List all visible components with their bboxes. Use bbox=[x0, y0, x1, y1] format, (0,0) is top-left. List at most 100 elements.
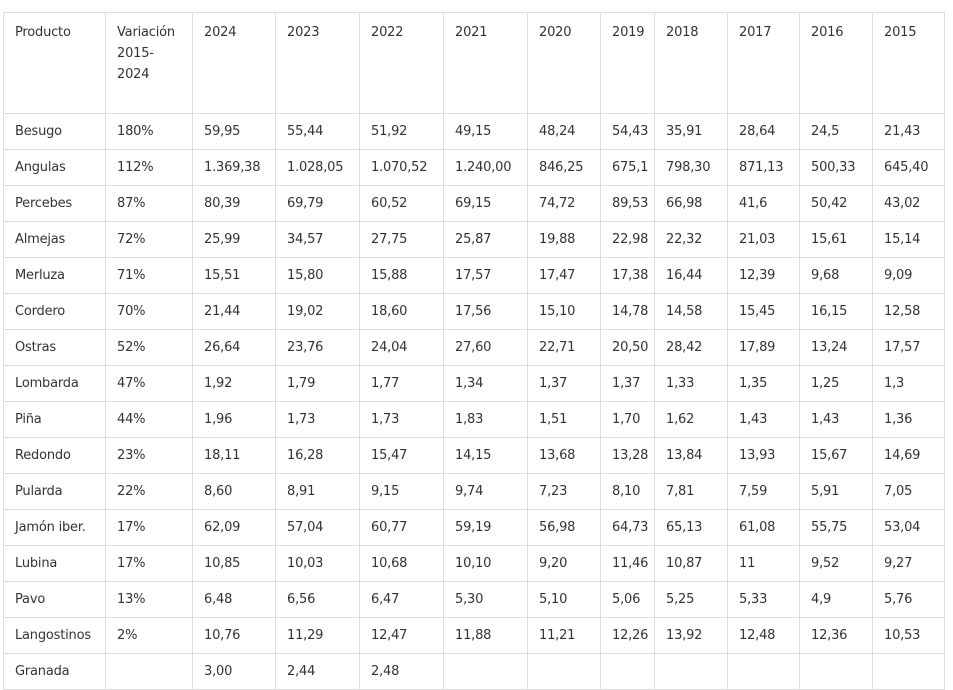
table-row: Jamón iber. 17% 62,09 57,04 60,77 59,19 56,98 6… bbox=[3, 509, 945, 546]
price-cell: 10,03 bbox=[275, 545, 360, 582]
price-cell: 17,57 bbox=[872, 329, 945, 366]
price-cell: 16,15 bbox=[799, 293, 873, 330]
price-cell: 66,98 bbox=[654, 185, 728, 222]
column-header: 2021 bbox=[443, 12, 528, 114]
column-header: 2015 bbox=[872, 12, 945, 114]
column-header-variation: Variación 2015- 2024 bbox=[105, 12, 193, 114]
price-cell: 1,33 bbox=[654, 365, 728, 402]
variation-cell: 71% bbox=[105, 257, 193, 294]
product-name-cell: Granada bbox=[3, 653, 106, 690]
price-cell: 1,96 bbox=[192, 401, 276, 438]
price-cell: 56,98 bbox=[527, 509, 601, 546]
price-cell: 9,68 bbox=[799, 257, 873, 294]
price-cell: 7,59 bbox=[727, 473, 800, 510]
price-cell: 51,92 bbox=[359, 113, 444, 150]
price-cell: 10,53 bbox=[872, 617, 945, 654]
price-cell: 9,09 bbox=[872, 257, 945, 294]
price-cell: 15,45 bbox=[727, 293, 800, 330]
table-row: Merluza 71% 15,51 15,80 15,88 17,57 17,47 17,38… bbox=[3, 257, 945, 294]
price-cell: 11,46 bbox=[600, 545, 655, 582]
price-cell: 48,24 bbox=[527, 113, 601, 150]
variation-cell: 17% bbox=[105, 509, 193, 546]
price-cell: 1,34 bbox=[443, 365, 528, 402]
price-cell: 1,37 bbox=[527, 365, 601, 402]
price-cell: 15,14 bbox=[872, 221, 945, 258]
price-cell: 12,39 bbox=[727, 257, 800, 294]
column-header: 2017 bbox=[727, 12, 800, 114]
price-cell bbox=[654, 653, 728, 690]
price-cell: 7,23 bbox=[527, 473, 601, 510]
variation-cell: 13% bbox=[105, 581, 193, 618]
price-cell: 25,99 bbox=[192, 221, 276, 258]
price-cell: 53,04 bbox=[872, 509, 945, 546]
table-row: Granada 3,00 2,44 2,48 bbox=[3, 653, 945, 690]
price-cell: 5,33 bbox=[727, 581, 800, 618]
product-name-cell: Pularda bbox=[3, 473, 106, 510]
price-cell: 22,98 bbox=[600, 221, 655, 258]
price-cell: 17,38 bbox=[600, 257, 655, 294]
price-cell: 1,36 bbox=[872, 401, 945, 438]
price-cell: 13,93 bbox=[727, 437, 800, 474]
variation-cell: 180% bbox=[105, 113, 193, 150]
price-cell: 22,32 bbox=[654, 221, 728, 258]
column-header: Producto bbox=[3, 12, 106, 114]
price-cell: 17,57 bbox=[443, 257, 528, 294]
column-header: 2016 bbox=[799, 12, 873, 114]
price-cell: 12,36 bbox=[799, 617, 873, 654]
price-cell: 1,37 bbox=[600, 365, 655, 402]
price-cell: 89,53 bbox=[600, 185, 655, 222]
price-cell: 22,71 bbox=[527, 329, 601, 366]
variation-cell: 23% bbox=[105, 437, 193, 474]
price-cell: 1.070,52 bbox=[359, 149, 444, 186]
table-body: Besugo 180% 59,95 55,44 51,92 49,15 48,24 54,43… bbox=[3, 113, 945, 690]
variation-cell: 72% bbox=[105, 221, 193, 258]
column-header: 2024 bbox=[192, 12, 276, 114]
column-header: 2020 bbox=[527, 12, 601, 114]
price-cell bbox=[527, 653, 601, 690]
table-row: Cordero 70% 21,44 19,02 18,60 17,56 15,10 14,78… bbox=[3, 293, 945, 330]
price-cell: 1,43 bbox=[799, 401, 873, 438]
price-cell: 14,78 bbox=[600, 293, 655, 330]
price-cell: 26,64 bbox=[192, 329, 276, 366]
price-cell: 12,48 bbox=[727, 617, 800, 654]
price-cell bbox=[443, 653, 528, 690]
price-cell: 5,30 bbox=[443, 581, 528, 618]
price-cell: 13,28 bbox=[600, 437, 655, 474]
price-cell: 19,88 bbox=[527, 221, 601, 258]
price-cell: 15,80 bbox=[275, 257, 360, 294]
price-cell: 675,1 bbox=[600, 149, 655, 186]
price-cell: 69,79 bbox=[275, 185, 360, 222]
price-cell: 14,58 bbox=[654, 293, 728, 330]
price-cell: 15,47 bbox=[359, 437, 444, 474]
price-cell: 1,77 bbox=[359, 365, 444, 402]
product-name-cell: Merluza bbox=[3, 257, 106, 294]
price-cell: 13,92 bbox=[654, 617, 728, 654]
price-cell: 8,60 bbox=[192, 473, 276, 510]
product-name-cell: Percebes bbox=[3, 185, 106, 222]
price-cell: 69,15 bbox=[443, 185, 528, 222]
price-cell: 1,70 bbox=[600, 401, 655, 438]
product-name-cell: Jamón iber. bbox=[3, 509, 106, 546]
price-cell: 1,73 bbox=[359, 401, 444, 438]
price-cell: 7,05 bbox=[872, 473, 945, 510]
table-row: Lubina 17% 10,85 10,03 10,68 10,10 9,20 11,46 10… bbox=[3, 545, 945, 582]
price-cell: 21,43 bbox=[872, 113, 945, 150]
price-cell: 12,58 bbox=[872, 293, 945, 330]
price-table: Producto Variación 2015- 2024 2024 2023 … bbox=[3, 12, 945, 690]
variation-cell: 87% bbox=[105, 185, 193, 222]
table-row: Pavo 13% 6,48 6,56 6,47 5,30 5,10 5,06 5,25 5,33 4… bbox=[3, 581, 945, 618]
price-cell: 9,52 bbox=[799, 545, 873, 582]
table-row: Piña 44% 1,96 1,73 1,73 1,83 1,51 1,70 1,62 1,43 1… bbox=[3, 401, 945, 438]
price-cell: 65,13 bbox=[654, 509, 728, 546]
price-cell: 59,95 bbox=[192, 113, 276, 150]
price-cell: 28,42 bbox=[654, 329, 728, 366]
price-cell: 846,25 bbox=[527, 149, 601, 186]
product-name-cell: Pavo bbox=[3, 581, 106, 618]
table-row: Pularda 22% 8,60 8,91 9,15 9,74 7,23 8,10 7,81 7,… bbox=[3, 473, 945, 510]
variation-cell: 2% bbox=[105, 617, 193, 654]
product-name-cell: Lubina bbox=[3, 545, 106, 582]
price-cell: 34,57 bbox=[275, 221, 360, 258]
price-cell: 49,15 bbox=[443, 113, 528, 150]
price-cell: 10,10 bbox=[443, 545, 528, 582]
table-row: Angulas 112% 1.369,38 1.028,05 1.070,52 1.240… bbox=[3, 149, 945, 186]
